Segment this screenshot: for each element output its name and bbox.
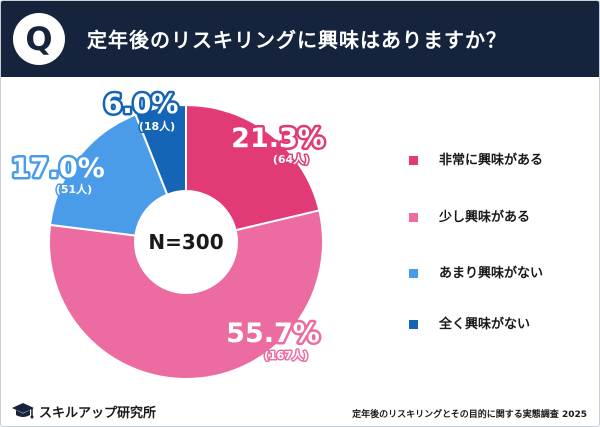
page-title: 定年後のリスキリングに興味はありますか？ (87, 28, 507, 52)
legend-label: あまり興味がない (439, 266, 544, 281)
legend-label: 非常に興味がある (439, 153, 544, 168)
center-label: N=300 (148, 230, 223, 254)
slice-count-label: (167人) (264, 348, 308, 362)
slice-value-label: 55.7% (226, 318, 320, 349)
slice-value-label: 6.0% (104, 89, 179, 120)
slice-value-label: 17.0% (11, 153, 105, 184)
slice-value-label: 21.3% (231, 123, 325, 154)
graduation-cap-icon (12, 403, 34, 419)
legend-swatch (409, 269, 418, 278)
legend-label: 全く興味がない (439, 317, 531, 332)
legend-swatch (409, 156, 418, 165)
legend-swatch (409, 320, 418, 329)
center-hole (134, 190, 238, 294)
legend-label: 少し興味がある (439, 210, 531, 225)
brand-name: スキルアップ研究所 (39, 406, 157, 421)
source-caption: 定年後のリスキリングとその目的に関する実態調査 2025 (352, 410, 587, 420)
header-bar: Q 定年後のリスキリングに興味はありますか？ (1, 1, 599, 77)
slice-count-label: (64人) (273, 152, 309, 166)
legend-swatch (409, 213, 418, 222)
q-badge-icon: Q (13, 13, 65, 65)
pie-chart: N=300 21.3%(64人) 55.7%(167人) 17.0%(51人) 6.0%… (9, 87, 327, 380)
pie-slice (48, 209, 324, 380)
slice-count-label: (18人) (139, 119, 175, 133)
slice-count-label: (51人) (56, 182, 92, 196)
q-letter: Q (25, 20, 52, 58)
